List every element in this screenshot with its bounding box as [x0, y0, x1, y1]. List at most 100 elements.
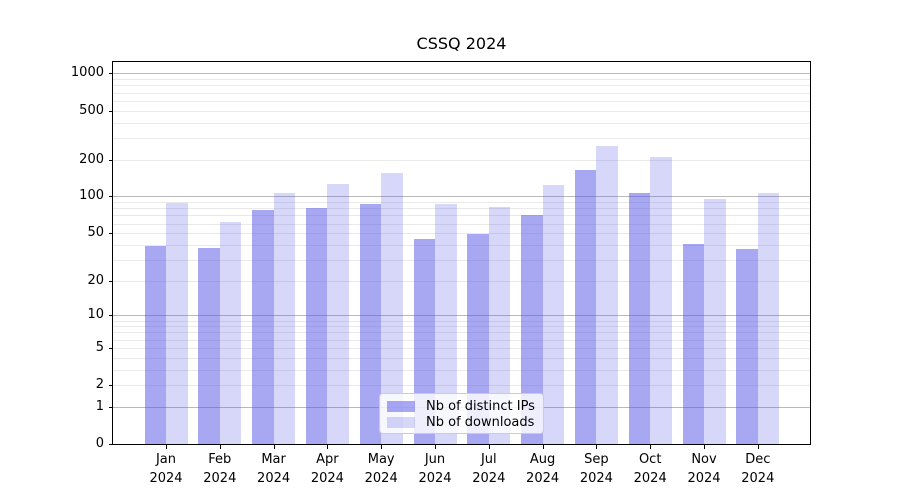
bar-nb-of-downloads-sep — [596, 146, 618, 444]
x-tick-mark — [704, 445, 705, 449]
bar-nb-of-downloads-aug — [542, 185, 565, 444]
x-tick-mark — [166, 445, 167, 449]
minor-gridline — [113, 385, 810, 387]
minor-gridline — [113, 326, 810, 328]
bar-nb-of-distinct-ips-sep — [574, 170, 597, 444]
bar-nb-of-downloads-feb — [219, 221, 242, 444]
y-tick-mark — [109, 280, 113, 282]
y-tick-label: 100 — [79, 188, 104, 204]
x-tick-label: Apr 2024 — [310, 452, 344, 486]
legend-swatch-distinct-ips — [387, 400, 415, 412]
y-tick-label: 1000 — [70, 65, 104, 81]
x-tick-label: Sep 2024 — [579, 452, 613, 486]
y-tick-label: 5 — [95, 339, 104, 355]
minor-gridline — [113, 110, 810, 112]
bar-nb-of-downloads-jul — [488, 206, 511, 444]
bar-nb-of-downloads-mar — [273, 192, 296, 444]
x-tick-mark — [596, 445, 598, 449]
minor-gridline — [113, 122, 810, 124]
minor-gridline — [113, 369, 810, 371]
bar-nb-of-distinct-ips-mar — [252, 210, 274, 444]
minor-gridline — [113, 347, 810, 349]
y-tick-label: 50 — [87, 225, 104, 241]
y-tick-mark — [109, 385, 113, 387]
x-tick-mark — [650, 445, 652, 449]
bar-nb-of-distinct-ips-jan — [144, 246, 166, 444]
minor-gridline — [113, 85, 810, 87]
x-tick-label: May 2024 — [364, 452, 398, 486]
y-tick-label: 1 — [95, 398, 104, 414]
bar-nb-of-downloads-nov — [704, 199, 726, 444]
minor-gridline — [113, 339, 810, 341]
y-tick-label: 10 — [87, 307, 104, 323]
minor-gridline — [113, 202, 810, 204]
y-tick-label: 0 — [95, 436, 104, 451]
bar-nb-of-downloads-may — [381, 173, 403, 444]
x-tick-label: Feb 2024 — [203, 452, 237, 486]
x-tick-mark — [488, 445, 490, 449]
y-tick-mark — [109, 233, 113, 235]
minor-gridline — [113, 100, 810, 102]
x-tick-mark — [542, 445, 544, 449]
y-tick-label: 2 — [95, 377, 104, 393]
x-tick-mark — [757, 445, 759, 449]
bar-nb-of-distinct-ips-may — [359, 203, 382, 444]
x-tick-label: Mar 2024 — [257, 452, 291, 486]
y-tick-mark — [109, 444, 113, 445]
x-tick-label: Jun 2024 — [418, 452, 452, 486]
y-tick-mark — [109, 347, 113, 349]
y-tick-mark — [109, 110, 113, 112]
legend-swatch-downloads — [387, 416, 415, 428]
x-tick-mark — [219, 445, 221, 449]
x-tick-label: Jul 2024 — [472, 452, 506, 486]
x-tick-mark — [327, 445, 329, 449]
bar-nb-of-distinct-ips-oct — [628, 192, 651, 444]
minor-gridline — [113, 357, 810, 359]
minor-gridline — [113, 92, 810, 94]
bar-nb-of-distinct-ips-nov — [682, 243, 704, 444]
y-tick-mark — [109, 315, 113, 317]
bar-nb-of-downloads-apr — [327, 183, 349, 444]
legend-label-distinct-ips: Nb of distinct IPs — [426, 398, 535, 414]
bar-nb-of-downloads-jan — [166, 203, 188, 444]
minor-gridline — [113, 223, 810, 225]
plot-area — [113, 62, 810, 444]
y-tick-label: 20 — [87, 272, 104, 288]
minor-gridline — [113, 215, 810, 217]
bar-nb-of-downloads-dec — [757, 192, 780, 444]
minor-gridline — [113, 280, 810, 282]
x-tick-label: Aug 2024 — [526, 452, 560, 486]
bar-nb-of-distinct-ips-jun — [413, 238, 435, 444]
minor-gridline — [113, 320, 810, 322]
major-gridline — [113, 73, 810, 75]
major-gridline — [113, 315, 810, 317]
bar-nb-of-distinct-ips-apr — [305, 207, 328, 444]
minor-gridline — [113, 79, 810, 81]
minor-gridline — [113, 233, 810, 235]
legend: Nb of distinct IPs Nb of downloads — [379, 393, 544, 434]
x-tick-mark — [381, 445, 383, 449]
bar-nb-of-distinct-ips-dec — [736, 248, 758, 444]
minor-gridline — [113, 259, 810, 261]
bar-nb-of-distinct-ips-jul — [467, 234, 489, 444]
major-gridline — [113, 196, 810, 198]
minor-gridline — [113, 244, 810, 246]
y-tick-label: 500 — [79, 102, 104, 118]
legend-entry-downloads: Nb of downloads — [387, 414, 535, 430]
bar-nb-of-downloads-oct — [650, 156, 672, 444]
bar-nb-of-distinct-ips-aug — [521, 215, 543, 444]
y-tick-mark — [109, 159, 113, 161]
minor-gridline — [113, 208, 810, 210]
y-tick-mark — [109, 73, 113, 75]
legend-label-downloads: Nb of downloads — [426, 414, 535, 430]
x-tick-mark — [273, 445, 275, 449]
minor-gridline — [113, 159, 810, 161]
y-tick-mark — [109, 196, 113, 198]
legend-entry-distinct-ips: Nb of distinct IPs — [387, 398, 535, 414]
x-tick-label: Oct 2024 — [633, 452, 667, 486]
minor-gridline — [113, 332, 810, 334]
x-tick-mark — [435, 445, 436, 449]
bar-nb-of-downloads-jun — [435, 203, 457, 444]
chart-title: CSSQ 2024 — [416, 34, 507, 53]
